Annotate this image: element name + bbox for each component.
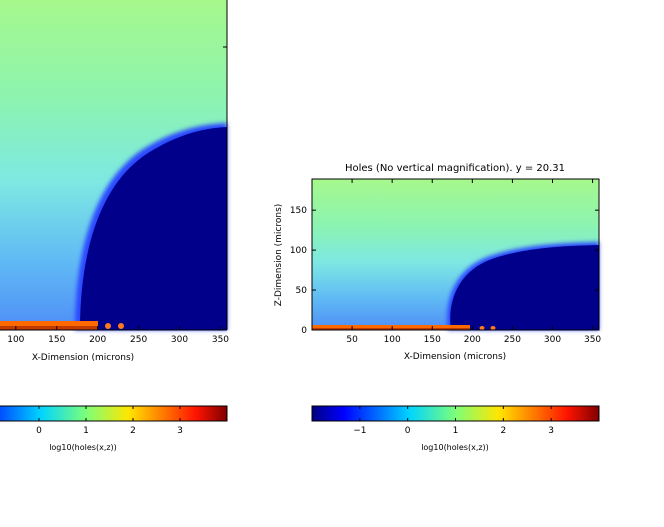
right-colorbar-ticks: −1 0 1 2 3 (353, 406, 554, 436)
colorbar-tick-label: 2 (500, 426, 506, 436)
colorbar-tick-label: 1 (453, 426, 459, 436)
right-plot-title: Holes (No vertical magnification). y = 2… (345, 163, 565, 174)
x-tick-label: 100 (7, 335, 24, 345)
x-tick-label: 350 (212, 335, 229, 345)
x-tick-label: 100 (384, 335, 401, 345)
left-plot: 100 150 200 250 300 350 X-Dimension (microns) (0, 0, 229, 363)
x-tick-label: 300 (544, 335, 561, 345)
right-contact-dot (479, 326, 485, 330)
right-axes-frame (311, 178, 600, 331)
x-tick-label: 250 (130, 335, 147, 345)
right-y-ticks: 0 50 100 150 (290, 206, 599, 336)
x-tick-label: 200 (464, 335, 481, 345)
left-colorbar-label: log10(holes(x,z)) (49, 443, 117, 452)
right-depletion-region (450, 245, 599, 330)
right-contact-strip (312, 325, 470, 330)
x-tick-label: 200 (89, 335, 106, 345)
left-contact-dot (118, 323, 124, 329)
right-contact-dot (490, 326, 496, 330)
x-tick-label: 250 (504, 335, 521, 345)
y-tick-label: 150 (290, 206, 307, 216)
x-tick-label: 300 (171, 335, 188, 345)
left-depletion-region (80, 127, 227, 330)
y-tick-label: 50 (296, 286, 308, 296)
left-x-axis-label: X-Dimension (microns) (32, 353, 134, 363)
y-tick-label: 0 (301, 326, 307, 336)
colorbar-tick-label: 3 (548, 426, 554, 436)
right-colorbar: −1 0 1 2 3 log10(holes(x,z)) (311, 405, 600, 452)
y-tick-label: 100 (290, 246, 307, 256)
x-tick-label: 150 (48, 335, 65, 345)
left-contact-dot (105, 323, 111, 329)
right-contact-strip-dark (312, 328, 470, 330)
left-colorbar: 0 1 2 3 log10(holes(x,z)) (0, 405, 228, 452)
x-tick-label: 150 (424, 335, 441, 345)
left-colorbar-gradient (0, 405, 228, 422)
right-y-axis-label: Z-Dimension (microns) (274, 204, 284, 307)
left-contact-strip-dark (0, 326, 98, 330)
right-x-ticks: 50 100 150 200 250 300 350 (346, 179, 601, 345)
x-tick-label: 50 (346, 335, 358, 345)
left-x-ticks: 100 150 200 250 300 350 (7, 326, 229, 345)
left-colorbar-ticks: 0 1 2 3 (36, 406, 183, 436)
right-plot: Holes (No vertical magnification). y = 2… (274, 163, 601, 362)
colorbar-tick-label: 0 (36, 426, 42, 436)
colorbar-tick-label: 3 (177, 426, 183, 436)
right-x-axis-label: X-Dimension (microns) (404, 352, 506, 362)
colorbar-tick-label: −1 (353, 426, 366, 436)
colorbar-tick-label: 1 (83, 426, 89, 436)
colorbar-tick-label: 0 (405, 426, 411, 436)
right-colorbar-label: log10(holes(x,z)) (421, 443, 489, 452)
left-contact-strip (0, 321, 98, 330)
x-tick-label: 350 (584, 335, 601, 345)
colorbar-tick-label: 2 (130, 426, 136, 436)
